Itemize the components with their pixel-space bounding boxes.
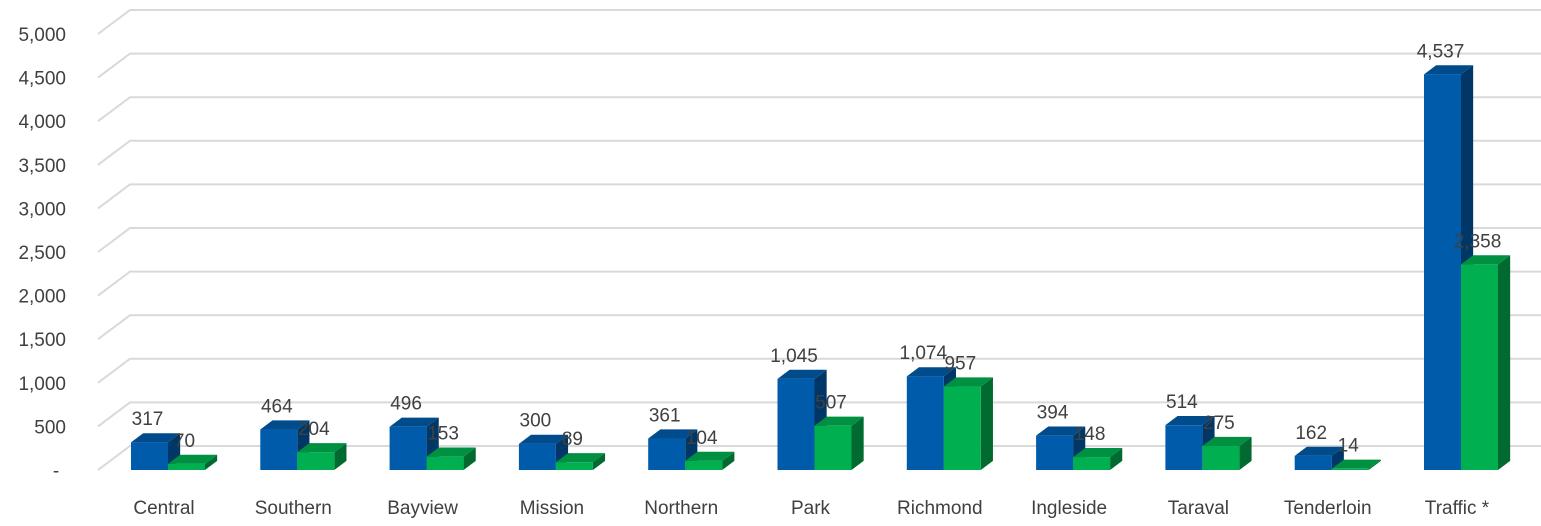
data-label: 104 bbox=[686, 428, 718, 449]
x-tick-label: Richmond bbox=[897, 498, 983, 519]
y-tick-label: 500 bbox=[34, 417, 66, 438]
gridline bbox=[97, 139, 1541, 166]
bar-taraval-series-2 bbox=[1202, 436, 1252, 470]
data-label: 204 bbox=[298, 419, 330, 440]
bar-southern-series-2 bbox=[297, 443, 347, 470]
data-label: 162 bbox=[1295, 423, 1327, 444]
data-label: 4,537 bbox=[1417, 41, 1465, 62]
x-tick-label: Taraval bbox=[1168, 498, 1229, 519]
data-label: 275 bbox=[1203, 413, 1235, 434]
data-label: 89 bbox=[562, 429, 583, 450]
data-label: 1,045 bbox=[770, 346, 818, 367]
data-label: 70 bbox=[174, 431, 195, 452]
bar-park-series-2 bbox=[814, 416, 864, 470]
y-tick-label: 5,000 bbox=[18, 25, 66, 46]
y-tick-label: 2,500 bbox=[18, 243, 66, 264]
y-tick-label: 4,500 bbox=[18, 69, 66, 90]
x-tick-label: Ingleside bbox=[1031, 498, 1107, 519]
x-tick-label: Southern bbox=[255, 498, 332, 519]
bar-tenderloin-series-1 bbox=[1294, 446, 1344, 470]
gridlines bbox=[97, 9, 1541, 471]
data-label: 317 bbox=[132, 409, 164, 430]
y-tick-label: - bbox=[53, 461, 59, 482]
gridline bbox=[97, 270, 1541, 297]
data-label: 957 bbox=[944, 353, 976, 374]
data-label: 153 bbox=[427, 424, 459, 445]
bar-bayview-series-2 bbox=[426, 447, 476, 470]
y-tick-label: 2,000 bbox=[18, 287, 66, 308]
data-label: 300 bbox=[520, 411, 552, 432]
y-tick-label: 1,500 bbox=[18, 330, 66, 351]
y-tick-label: 3,000 bbox=[18, 199, 66, 220]
data-label: 2,358 bbox=[1454, 231, 1502, 252]
data-label: 507 bbox=[815, 393, 847, 414]
bar-tenderloin-series-2 bbox=[1331, 459, 1381, 470]
gridline bbox=[97, 227, 1541, 253]
y-tick-label: 4,000 bbox=[18, 112, 66, 133]
x-tick-label: Mission bbox=[520, 498, 584, 519]
x-tick-label: Central bbox=[133, 498, 194, 519]
y-axis-ticks: - 500 1,000 1,500 2,000 2,500 3,000 3,500 4,000 4… bbox=[18, 25, 66, 482]
bar-richmond-series-2 bbox=[943, 377, 993, 470]
bars bbox=[131, 65, 1511, 470]
data-label: 361 bbox=[649, 405, 681, 426]
bar-central-series-2 bbox=[168, 454, 218, 470]
gridline bbox=[97, 183, 1541, 210]
bar-traffic--series-2 bbox=[1461, 255, 1511, 470]
data-label: 1,074 bbox=[900, 343, 948, 364]
gridline bbox=[97, 357, 1541, 384]
x-tick-label: Traffic * bbox=[1425, 498, 1490, 519]
gridline bbox=[97, 9, 1541, 35]
x-tick-label: Park bbox=[791, 498, 831, 519]
bar-ingleside-series-2 bbox=[1073, 447, 1123, 470]
data-label: 394 bbox=[1037, 403, 1069, 424]
x-tick-label: Tenderloin bbox=[1284, 498, 1372, 519]
gridline bbox=[97, 401, 1541, 428]
bar-mission-series-1 bbox=[518, 434, 569, 470]
x-tick-label: Northern bbox=[644, 498, 718, 519]
data-label: 514 bbox=[1166, 392, 1198, 413]
data-label: 14 bbox=[1338, 436, 1360, 457]
bar-northern-series-2 bbox=[685, 451, 735, 470]
bar-mission-series-2 bbox=[555, 453, 606, 470]
data-label: 464 bbox=[261, 396, 293, 417]
gridline bbox=[97, 96, 1541, 122]
y-tick-label: 3,500 bbox=[18, 156, 66, 177]
gridline bbox=[97, 314, 1541, 341]
data-label: 148 bbox=[1074, 424, 1106, 445]
gridline bbox=[97, 52, 1541, 79]
x-tick-label: Bayview bbox=[387, 498, 458, 519]
data-label: 496 bbox=[390, 394, 422, 415]
y-tick-label: 1,000 bbox=[18, 374, 66, 395]
